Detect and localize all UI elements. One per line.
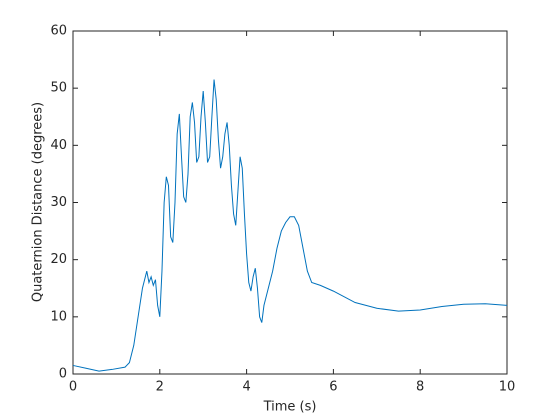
axes-box <box>72 30 508 375</box>
x-tick-label: 8 <box>416 380 424 395</box>
data-line <box>72 79 508 372</box>
y-tick-label: 10 <box>50 309 67 324</box>
y-tick-label: 30 <box>50 195 67 210</box>
y-tick-label: 40 <box>50 138 67 153</box>
x-tick-label: 10 <box>499 380 516 395</box>
y-tick-label: 60 <box>50 24 67 39</box>
y-axis-label: Quaternion Distance (degrees) <box>31 102 46 302</box>
y-tick-label: 0 <box>59 367 67 382</box>
x-tick-label: 6 <box>329 380 337 395</box>
y-tick-label: 50 <box>50 81 67 96</box>
x-tick-label: 4 <box>242 380 250 395</box>
y-tick-label: 20 <box>50 252 67 267</box>
x-tick-label: 2 <box>156 380 164 395</box>
x-axis-label: Time (s) <box>263 400 317 415</box>
x-tick-label: 0 <box>69 380 77 395</box>
